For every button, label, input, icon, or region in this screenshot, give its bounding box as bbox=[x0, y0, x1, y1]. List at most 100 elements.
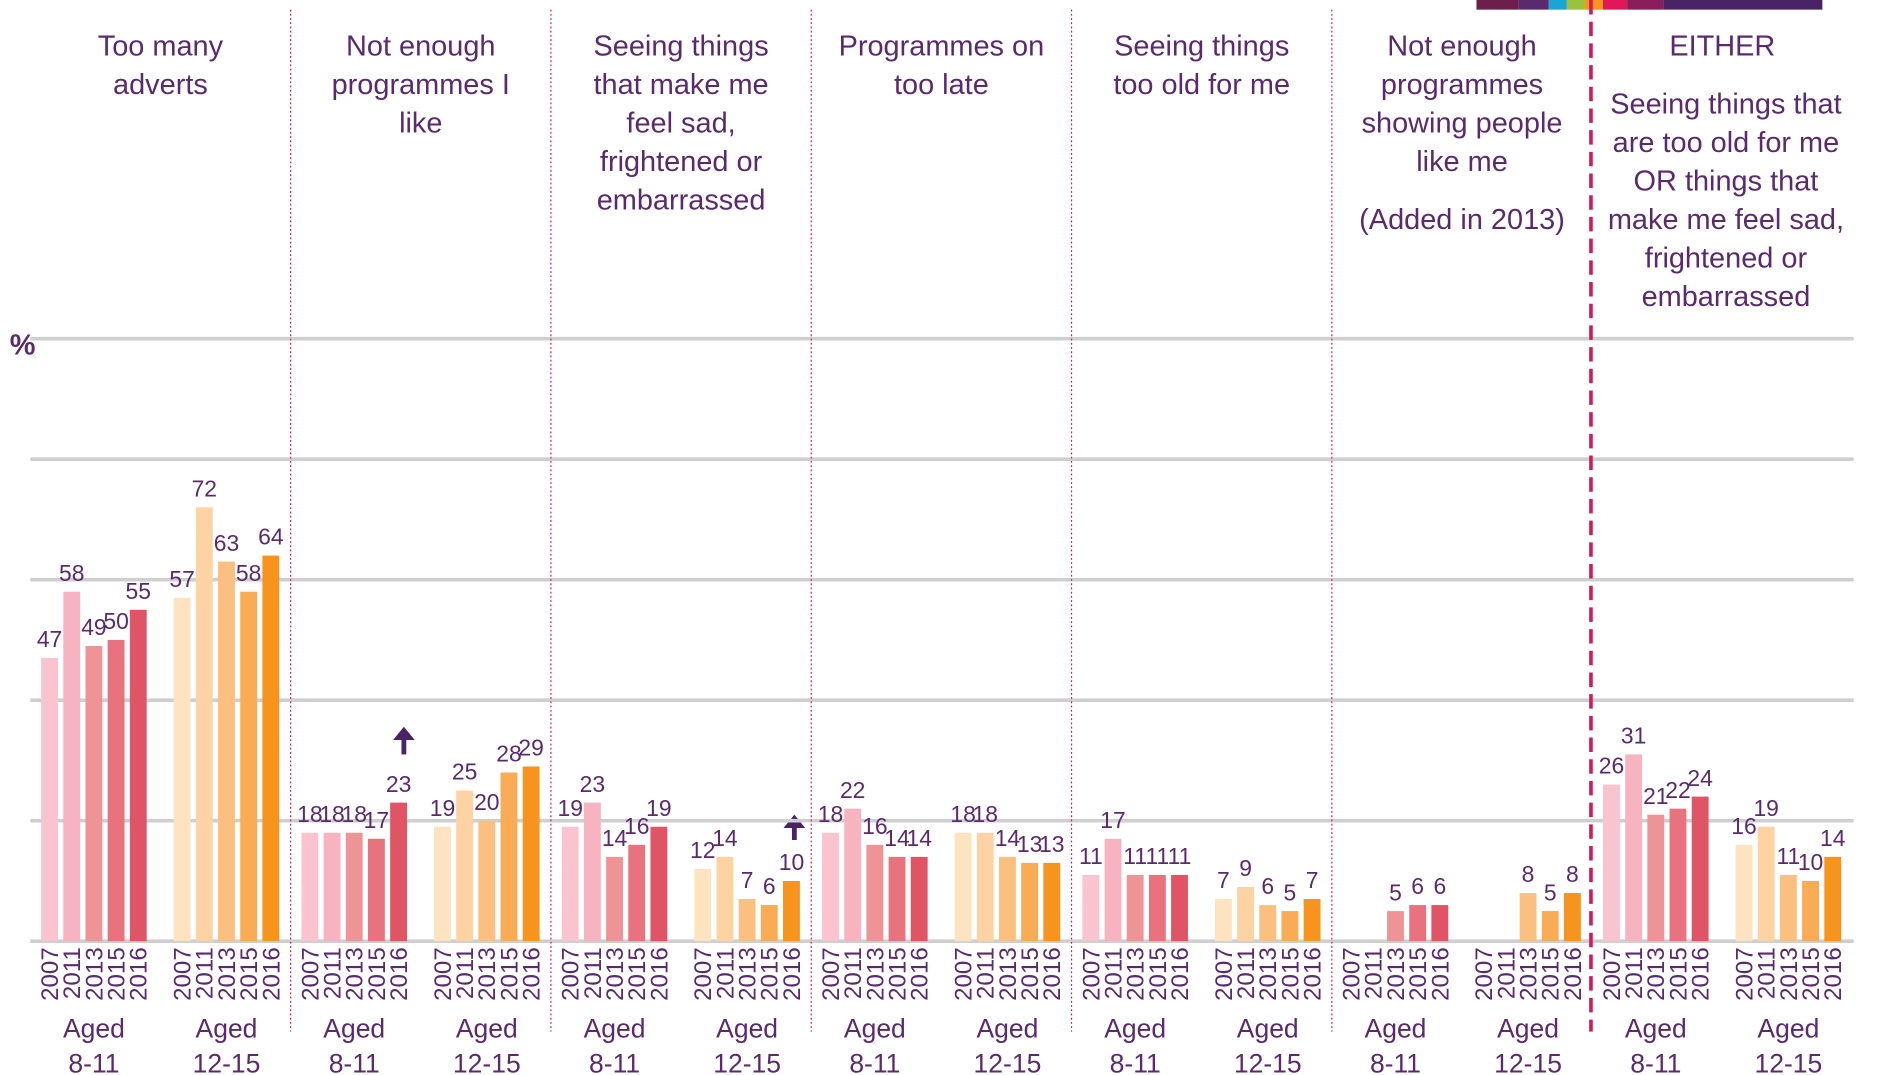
panel-title: embarrassed bbox=[597, 185, 766, 217]
value-label: 17 bbox=[364, 807, 389, 833]
value-label: 13 bbox=[1017, 831, 1042, 857]
x-tick-label: 2015 bbox=[757, 947, 784, 1001]
logo-strip bbox=[1476, 0, 1823, 10]
x-tick-label: 2016 bbox=[519, 947, 546, 1001]
bar bbox=[1735, 844, 1753, 942]
bar bbox=[1281, 911, 1299, 942]
bar bbox=[85, 645, 103, 942]
age-label: Aged bbox=[1237, 1014, 1299, 1044]
x-tick-label: 2016 bbox=[386, 947, 413, 1001]
bar bbox=[1043, 862, 1061, 942]
x-tick-label: 2013 bbox=[342, 947, 369, 1001]
value-label: 22 bbox=[840, 777, 865, 803]
x-tick-label: 2013 bbox=[81, 947, 108, 1001]
bar bbox=[345, 832, 363, 942]
panel-note: (Added in 2013) bbox=[1359, 204, 1565, 236]
panel-subtitle: Seeing things that bbox=[1610, 88, 1841, 120]
value-label: 58 bbox=[236, 560, 261, 586]
bar bbox=[1603, 784, 1620, 942]
x-tick-label: 2016 bbox=[1560, 947, 1587, 1001]
age-label: Aged bbox=[976, 1014, 1038, 1044]
age-label: 8-11 bbox=[1110, 1049, 1161, 1075]
value-label: 72 bbox=[192, 476, 217, 502]
panel-title: Too many bbox=[98, 30, 224, 62]
bar bbox=[500, 772, 518, 942]
value-label: 9 bbox=[1239, 855, 1252, 881]
value-label: 20 bbox=[474, 789, 499, 815]
panel-title: frightened or bbox=[600, 146, 763, 178]
bar bbox=[240, 591, 258, 942]
x-tick-label: 2007 bbox=[1599, 947, 1626, 1001]
x-tick-label: 2007 bbox=[1339, 947, 1366, 1001]
x-tick-label: 2013 bbox=[995, 947, 1022, 1001]
age-label: 8-11 bbox=[1630, 1049, 1681, 1075]
age-label: Aged bbox=[584, 1014, 646, 1044]
x-tick-label: 2016 bbox=[1427, 947, 1454, 1001]
panel-title: Seeing things bbox=[593, 30, 768, 62]
x-tick-label: 2015 bbox=[364, 947, 391, 1001]
age-label: 12-15 bbox=[453, 1049, 521, 1075]
bar bbox=[606, 856, 623, 942]
x-tick-label: 2016 bbox=[779, 947, 806, 1001]
bar bbox=[107, 639, 125, 942]
value-label: 49 bbox=[81, 614, 106, 640]
bar bbox=[783, 880, 800, 942]
x-tick-label: 2013 bbox=[474, 947, 501, 1001]
x-tick-label: 2007 bbox=[297, 947, 324, 1001]
bar bbox=[760, 905, 778, 942]
value-label: 14 bbox=[906, 825, 932, 851]
bar bbox=[1148, 874, 1166, 942]
value-label: 5 bbox=[1284, 879, 1297, 905]
age-label: 8-11 bbox=[849, 1049, 900, 1075]
value-label: 8 bbox=[1566, 861, 1579, 887]
value-label: 31 bbox=[1621, 723, 1646, 749]
age-label: Aged bbox=[844, 1014, 906, 1044]
x-tick-label: 2015 bbox=[1665, 947, 1692, 1001]
bar bbox=[41, 658, 59, 942]
bar bbox=[866, 844, 884, 942]
x-tick-label: 2015 bbox=[624, 947, 651, 1001]
value-label: 11 bbox=[1168, 843, 1192, 869]
age-label: 8-11 bbox=[68, 1049, 119, 1075]
panel-subtitle: OR things that bbox=[1634, 165, 1819, 197]
value-label: 18 bbox=[297, 801, 322, 827]
bar bbox=[456, 790, 474, 942]
x-tick-label: 2011 bbox=[973, 947, 1000, 999]
bar bbox=[976, 832, 994, 942]
age-label: 12-15 bbox=[1494, 1049, 1562, 1075]
x-tick-label: 2016 bbox=[1300, 947, 1327, 1001]
value-label: 18 bbox=[950, 801, 975, 827]
x-tick-label: 2015 bbox=[1017, 947, 1044, 1001]
value-label: 58 bbox=[59, 560, 84, 586]
x-tick-label: 2007 bbox=[1731, 947, 1758, 1001]
panel-title: Not enough bbox=[346, 30, 495, 62]
panel-title: EITHER bbox=[1669, 30, 1775, 62]
bar bbox=[390, 802, 408, 942]
bar bbox=[1171, 874, 1188, 942]
value-label: 18 bbox=[319, 801, 344, 827]
bar bbox=[262, 555, 280, 942]
value-label: 28 bbox=[496, 741, 521, 767]
bar bbox=[1387, 911, 1404, 942]
value-label: 16 bbox=[862, 813, 887, 839]
bar bbox=[1647, 814, 1665, 942]
age-label: 12-15 bbox=[974, 1049, 1042, 1075]
x-tick-label: 2011 bbox=[452, 947, 479, 999]
age-label: 8-11 bbox=[1370, 1049, 1421, 1075]
bar bbox=[628, 844, 646, 942]
x-tick-label: 2013 bbox=[602, 947, 629, 1001]
bar bbox=[1409, 905, 1427, 942]
x-tick-label: 2016 bbox=[258, 947, 285, 1001]
value-label: 47 bbox=[37, 626, 62, 652]
bar bbox=[1563, 893, 1581, 942]
bar bbox=[478, 820, 496, 942]
age-label: Aged bbox=[1625, 1014, 1687, 1044]
value-label: 23 bbox=[580, 771, 605, 797]
value-label: 26 bbox=[1599, 753, 1624, 779]
x-tick-label: 2013 bbox=[1643, 947, 1670, 1001]
value-label: 18 bbox=[342, 801, 367, 827]
panel-title: Programmes on bbox=[839, 30, 1045, 62]
x-tick-label: 2015 bbox=[1405, 947, 1432, 1001]
value-label: 19 bbox=[646, 795, 671, 821]
